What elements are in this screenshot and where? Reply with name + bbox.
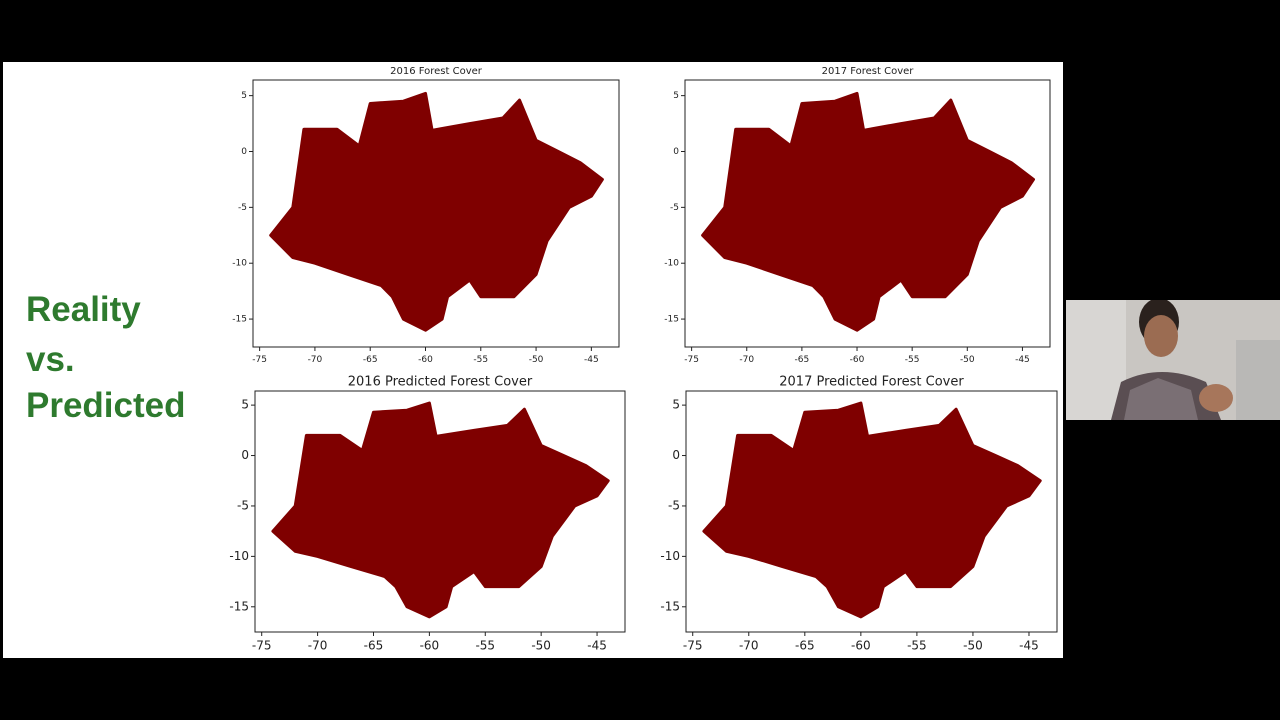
x-tick-label: -50 xyxy=(963,639,983,653)
x-tick-label: -65 xyxy=(363,355,378,365)
x-tick-label: -45 xyxy=(1019,639,1039,653)
x-tick-label: -45 xyxy=(584,355,599,365)
chart-title: 2016 Forest Cover xyxy=(390,66,483,77)
plot-frame xyxy=(685,390,1058,633)
forest-cover-points xyxy=(701,91,1035,332)
y-tick-label: 0 xyxy=(241,448,249,462)
x-tick-label: -55 xyxy=(475,639,495,653)
y-tick-label: -15 xyxy=(664,315,679,325)
slide-title-line: Predicted xyxy=(26,386,186,425)
x-tick-label: -60 xyxy=(420,639,440,653)
x-tick-label: -60 xyxy=(850,355,865,365)
x-tick-label: -65 xyxy=(795,639,815,653)
y-tick-label: -5 xyxy=(237,498,249,512)
webcam-video xyxy=(1066,300,1280,420)
x-tick-label: -60 xyxy=(418,355,433,365)
x-tick-label: -45 xyxy=(587,639,607,653)
y-tick-label: -5 xyxy=(668,498,680,512)
plot-frame xyxy=(684,79,1051,348)
y-tick-label: 5 xyxy=(241,398,249,412)
forest-cover-points xyxy=(269,91,604,332)
y-tick-label: -10 xyxy=(232,259,247,269)
x-tick-label: -50 xyxy=(531,639,551,653)
y-tick-label: 0 xyxy=(673,147,679,157)
x-tick-label: -75 xyxy=(683,639,703,653)
y-tick-label: -15 xyxy=(660,599,680,613)
y-tick-label: -10 xyxy=(229,549,249,563)
plot-frame xyxy=(254,390,626,633)
x-tick-label: -55 xyxy=(907,639,927,653)
x-tick-label: -65 xyxy=(795,355,810,365)
plot-frame xyxy=(252,79,620,348)
x-tick-label: -45 xyxy=(1015,355,1030,365)
y-tick-label: -15 xyxy=(232,315,247,325)
x-tick-label: -55 xyxy=(473,355,488,365)
x-tick-label: -50 xyxy=(960,355,975,365)
x-tick-label: -70 xyxy=(739,639,759,653)
slide-title-line: vs. xyxy=(26,340,75,379)
y-tick-label: -5 xyxy=(238,203,247,213)
x-tick-label: -65 xyxy=(364,639,384,653)
x-tick-label: -70 xyxy=(739,355,754,365)
x-tick-label: -75 xyxy=(252,639,272,653)
chart-title: 2016 Predicted Forest Cover xyxy=(348,375,533,390)
x-tick-label: -55 xyxy=(905,355,920,365)
y-tick-label: -5 xyxy=(670,203,679,213)
x-tick-label: -75 xyxy=(684,355,699,365)
y-tick-label: -15 xyxy=(229,599,249,613)
y-tick-label: 0 xyxy=(241,147,247,157)
y-tick-label: 0 xyxy=(672,448,680,462)
forest-cover-points xyxy=(271,401,610,619)
slide-title-line: Reality xyxy=(26,290,141,329)
chart-title: 2017 Forest Cover xyxy=(822,66,915,77)
x-tick-label: -70 xyxy=(308,639,328,653)
x-tick-label: -70 xyxy=(308,355,323,365)
y-tick-label: -10 xyxy=(660,549,680,563)
chart-title: 2017 Predicted Forest Cover xyxy=(779,375,964,390)
forest-cover-points xyxy=(702,401,1042,619)
x-tick-label: -75 xyxy=(252,355,267,365)
x-tick-label: -50 xyxy=(529,355,544,365)
x-tick-label: -60 xyxy=(851,639,871,653)
y-tick-label: -10 xyxy=(664,259,679,269)
y-tick-label: 5 xyxy=(241,91,247,101)
y-tick-label: 5 xyxy=(673,91,679,101)
y-tick-label: 5 xyxy=(672,398,680,412)
